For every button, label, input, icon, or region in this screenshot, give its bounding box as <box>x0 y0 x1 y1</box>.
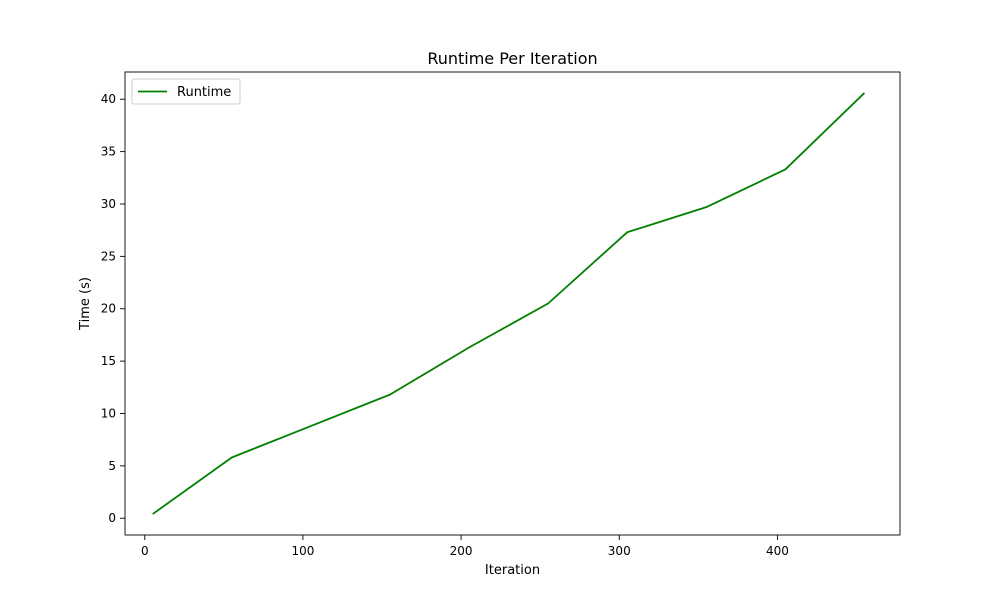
y-tick-label: 0 <box>108 511 116 525</box>
y-axis: 0 5 10 15 20 25 30 35 40 <box>101 92 125 525</box>
x-tick-label: 300 <box>608 544 631 558</box>
y-tick-label: 15 <box>101 354 116 368</box>
y-tick-label: 20 <box>101 302 116 316</box>
x-axis: 0 100 200 300 400 <box>141 535 789 558</box>
plot-frame <box>124 71 901 536</box>
y-axis-label: Time (s) <box>78 277 93 331</box>
x-tick-label: 200 <box>450 544 473 558</box>
y-tick-label: 5 <box>108 459 116 473</box>
chart-title: Runtime Per Iteration <box>427 49 597 68</box>
series-line-1 <box>152 92 866 515</box>
x-tick-label: 0 <box>141 544 149 558</box>
series-layer <box>152 92 866 515</box>
y-tick-label: 40 <box>101 92 116 106</box>
legend-label: Runtime <box>177 85 231 100</box>
plot-area: 0 100 200 300 400 0 5 10 15 20 25 30 35 40 <box>101 71 901 558</box>
y-tick-label: 25 <box>101 249 116 263</box>
x-tick-label: 100 <box>291 544 314 558</box>
legend-box <box>131 78 241 105</box>
x-tick-label: 400 <box>766 544 789 558</box>
y-tick-label: 10 <box>101 406 116 420</box>
x-axis-label: Iteration <box>485 563 540 578</box>
y-tick-label: 30 <box>101 197 116 211</box>
y-tick-label: 35 <box>101 145 116 159</box>
legend: Runtime <box>131 78 241 105</box>
